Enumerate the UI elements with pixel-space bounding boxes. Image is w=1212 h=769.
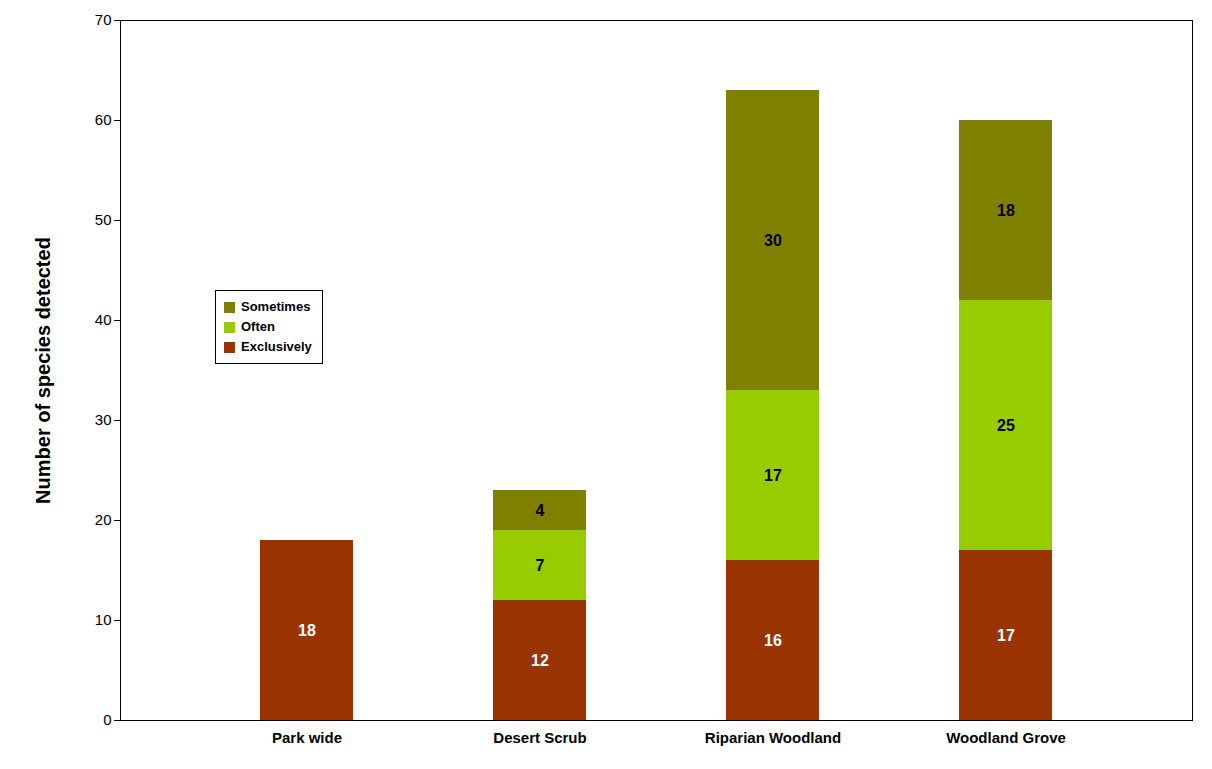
- svg-text:7: 7: [536, 557, 545, 574]
- svg-text:16: 16: [764, 632, 782, 649]
- svg-text:40: 40: [95, 311, 112, 328]
- svg-text:10: 10: [95, 611, 112, 628]
- svg-text:25: 25: [997, 417, 1015, 434]
- svg-text:60: 60: [95, 111, 112, 128]
- svg-text:Number of species detected: Number of species detected: [32, 237, 54, 504]
- svg-text:50: 50: [95, 211, 112, 228]
- svg-text:17: 17: [997, 627, 1015, 644]
- svg-text:18: 18: [997, 202, 1015, 219]
- html-text:Sometimes: Sometimes: [241, 299, 311, 314]
- svg-text:Riparian Woodland: Riparian Woodland: [705, 729, 841, 746]
- html-text:Often: Often: [241, 319, 275, 334]
- svg-text:20: 20: [95, 511, 112, 528]
- svg-text:30: 30: [95, 411, 112, 428]
- svg-text:4: 4: [536, 502, 545, 519]
- svg-text:70: 70: [95, 11, 112, 28]
- svg-text:12: 12: [531, 652, 549, 669]
- svg-text:0: 0: [103, 711, 111, 728]
- svg-text:17: 17: [764, 467, 782, 484]
- svg-text:Woodland Grove: Woodland Grove: [946, 729, 1066, 746]
- html-text:Exclusively: Exclusively: [241, 339, 312, 354]
- svg-text:Desert Scrub: Desert Scrub: [493, 729, 586, 746]
- svg-text:30: 30: [764, 232, 782, 249]
- svg-text:Park wide: Park wide: [272, 729, 342, 746]
- svg-text:18: 18: [298, 622, 316, 639]
